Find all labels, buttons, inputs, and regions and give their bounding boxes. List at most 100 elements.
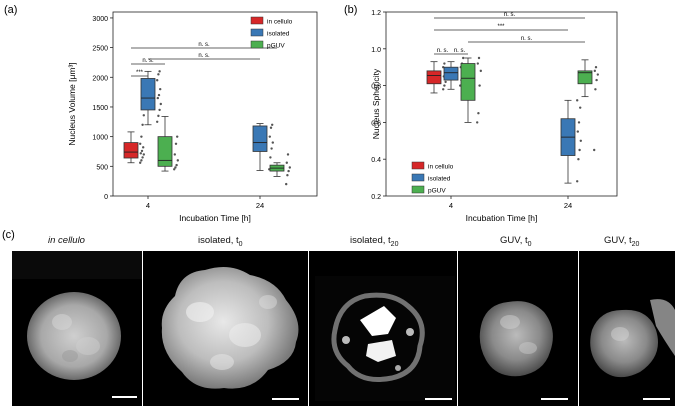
x-axis-label: Incubation Time [h] [466,213,538,223]
x-tick-label: 4 [146,201,150,210]
x-tick-label: 24 [256,201,264,210]
data-point [141,156,144,159]
micrograph-title-isolated-t0: isolated, t0 [198,235,243,248]
significance-label: *** [136,70,144,76]
significance-label: n. s. [437,48,449,54]
y-tick-label: 0.6 [371,120,381,127]
data-point [176,135,179,138]
data-point [173,153,176,156]
y-tick-label: 1.0 [371,47,381,54]
data-point [271,141,274,144]
panel-letter-a: (a) [4,4,17,16]
data-point [579,139,582,142]
box-pGUV [460,63,476,101]
scale-bar [112,396,137,398]
data-point [593,148,596,152]
data-point [477,56,481,60]
significance-label: *** [497,24,505,30]
data-point [268,135,271,138]
data-point [287,169,290,173]
y-tick-label: 1500 [92,105,108,112]
data-point [288,166,291,169]
y-tick-label: 0.8 [371,84,381,91]
legend-swatch [250,16,264,25]
micrograph-in-cellulo [12,251,142,406]
data-point [443,62,446,65]
data-point [477,112,480,115]
data-point [443,84,446,87]
y-axis-label: Nucleus Volume [μm³] [67,62,77,145]
data-point [476,62,479,65]
panel-letter-b: (b) [344,4,357,16]
micrograph-isolated-t0 [143,251,308,406]
box-pGUV [157,136,173,167]
data-point [142,153,145,156]
micrograph-title-in-cellulo: in cellulo [48,235,85,246]
data-point [578,148,581,152]
x-tick-label: 4 [449,201,453,210]
data-point [576,130,579,133]
legend-label: isolated [428,176,451,183]
legend-swatch [250,40,264,49]
micrograph-title-guv-t0: GUV, t0 [500,235,532,248]
data-point [157,93,161,97]
box-in-cellulo [426,70,442,85]
data-point [141,123,144,126]
x-tick-label: 24 [564,201,572,210]
data-point [271,123,274,126]
data-point [596,73,599,76]
plot-frame [112,11,318,197]
legend-label: in cellulo [267,19,293,26]
box-pGUV [577,70,593,85]
chart-nucleus-sphericity: 0.2 0.4 0.6 0.8 1.0 1.2 4 24 Incubation Time [h]… [371,10,618,223]
significance-label: n. s. [504,12,516,18]
micrograph-title-guv-t20: GUV, t20 [604,235,640,248]
data-point [444,80,447,84]
data-point [442,88,445,91]
data-point [462,56,465,60]
data-point [142,114,145,117]
data-point [594,66,598,69]
scale-bar [272,398,299,400]
y-tick-label: 0 [104,194,108,201]
data-point [175,163,178,167]
data-point [139,152,142,155]
data-point [576,180,579,183]
data-point [156,79,159,82]
data-point [140,135,143,138]
y-tick-label: 1.2 [371,10,381,17]
data-point [156,96,159,100]
data-point [286,174,289,177]
data-point [157,114,160,118]
legend-swatch [250,28,264,37]
data-point [156,120,159,124]
data-point [140,159,143,162]
scale-bar [425,398,452,400]
scale-bar [643,398,670,400]
y-tick-label: 2500 [92,46,108,53]
data-point [285,182,288,186]
data-point [158,70,161,73]
significance-label: n. s. [198,42,210,48]
micrograph-isolated-t20 [309,251,457,406]
y-tick-label: 0.2 [371,194,381,201]
data-point [285,161,288,164]
micrograph-guv-t20 [579,251,675,406]
micrograph-title-isolated-t20: isolated, t20 [350,235,399,248]
significance-label: n. s. [142,58,154,64]
data-point [139,142,142,145]
data-point [157,73,160,76]
data-point [174,166,177,169]
box-isolated [443,66,459,81]
micrograph-guv-t0 [458,251,578,406]
data-point [476,121,479,124]
data-point [576,99,579,102]
data-point [270,147,273,150]
significance-label: n. s. [454,48,466,54]
legend-label: pGUV [428,188,446,195]
data-point [577,158,580,161]
legend-label: isolated [267,31,290,38]
significance-label: n. s. [521,36,533,42]
data-point [577,121,581,124]
data-point [269,156,272,159]
